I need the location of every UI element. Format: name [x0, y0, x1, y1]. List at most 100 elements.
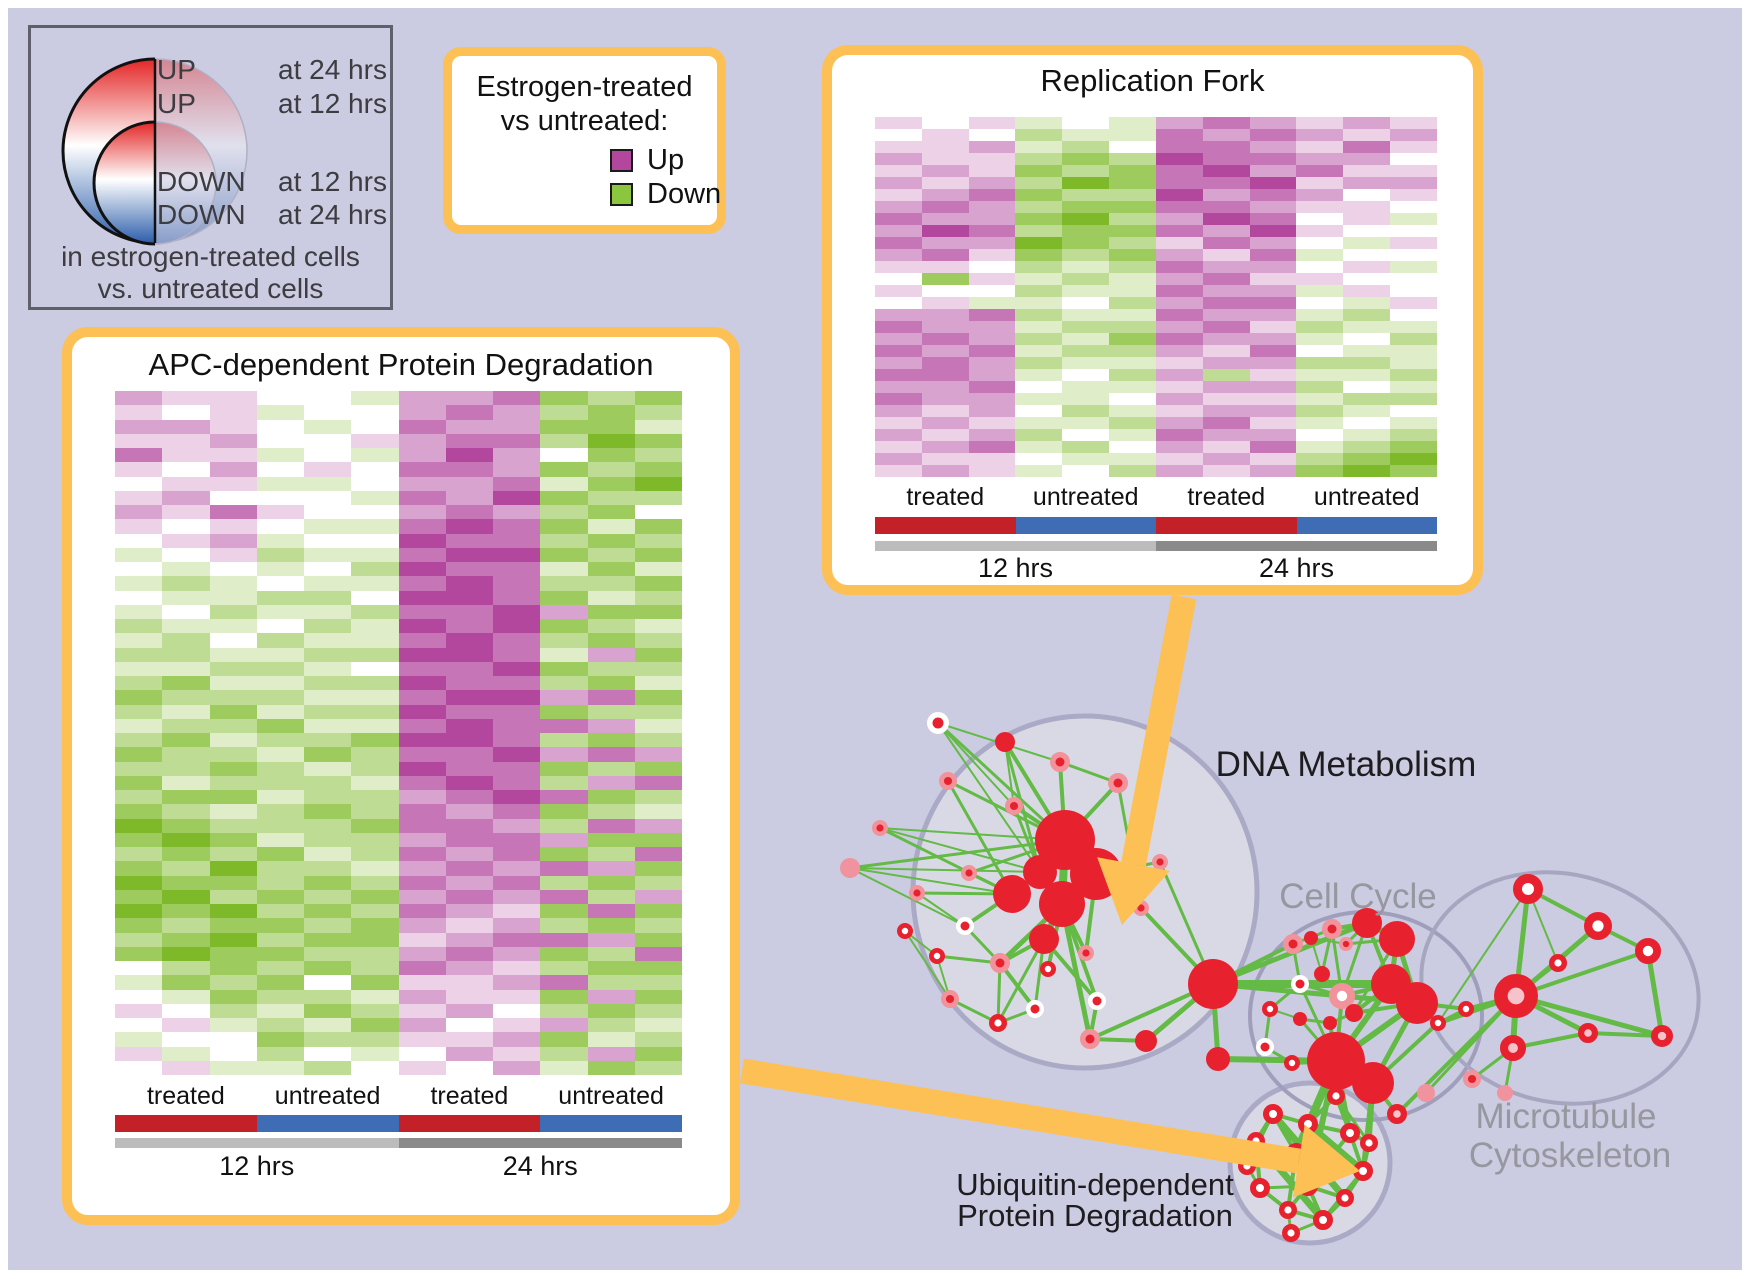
heatmap-cell: [1062, 273, 1110, 285]
heatmap-cell: [1155, 357, 1203, 369]
heatmap-cell: [1249, 165, 1297, 177]
heatmap-cell: [445, 505, 493, 520]
heatmap-cell: [398, 704, 446, 719]
heatmap-cell: [256, 747, 304, 762]
heatmap-cell: [587, 832, 635, 847]
heatmap-cell: [1202, 213, 1250, 225]
heatmap-cell: [587, 1032, 635, 1047]
heatmap-cell: [209, 391, 257, 406]
apc-heatmap: [115, 391, 682, 1075]
heatmap-cell: [1296, 381, 1344, 393]
heatmap-cell: [493, 633, 541, 648]
heatmap-cell: [256, 690, 304, 705]
heatmap-cell: [540, 1060, 588, 1075]
heatmap-cell: [1155, 333, 1203, 345]
heatmap-cell: [540, 433, 588, 448]
heatmap-cell: [634, 604, 682, 619]
heatmap-cell: [445, 1060, 493, 1075]
heatmap-cell: [634, 975, 682, 990]
heatmap-cell: [1109, 465, 1156, 477]
heatmap-cell: [1109, 345, 1156, 357]
heatmap-cell: [968, 441, 1016, 453]
heatmap-cell: [540, 462, 588, 477]
heatmap-cell: [1062, 465, 1110, 477]
heatmap-cell: [1109, 261, 1156, 273]
heatmap-cell: [1062, 357, 1110, 369]
heatmap-cell: [351, 1032, 399, 1047]
heatmap-cell: [634, 448, 682, 463]
heatmap-cell: [445, 547, 493, 562]
heatmap-cell: [1390, 333, 1437, 345]
heatmap-cell: [1202, 225, 1250, 237]
heatmap-cell: [398, 533, 446, 548]
heatmap-cell: [1015, 285, 1063, 297]
heatmap-cell: [115, 547, 163, 562]
heatmap-cell: [162, 875, 210, 890]
heatmap-cell: [1249, 357, 1297, 369]
heatmap-cell: [256, 775, 304, 790]
heatmap-cell: [1296, 153, 1344, 165]
apc-title: APC-dependent Protein Degradation: [148, 347, 654, 382]
heatmap-cell: [209, 476, 257, 491]
heatmap-cell: [162, 619, 210, 634]
heatmap-cell: [209, 747, 257, 762]
heatmap-cell: [209, 604, 257, 619]
heatmap-cell: [304, 590, 352, 605]
heatmap-cell: [1062, 429, 1110, 441]
heatmap-cell: [1109, 357, 1156, 369]
heatmap-cell: [921, 225, 969, 237]
heatmap-cell: [398, 775, 446, 790]
heatmap-cell: [1155, 225, 1203, 237]
heatmap-cell: [1390, 249, 1437, 261]
heatmap-cell: [209, 946, 257, 961]
heatmap-cell: [1155, 213, 1203, 225]
heatmap-cell: [875, 381, 922, 393]
heatmap-cell: [1343, 405, 1391, 417]
heatmap-cell: [587, 932, 635, 947]
heatmap-cell: [162, 476, 210, 491]
heatmap-cell: [256, 875, 304, 890]
heatmap-cell: [587, 533, 635, 548]
heatmap-cell: [445, 576, 493, 591]
heatmap-cell: [1015, 225, 1063, 237]
heatmap-cell: [1155, 153, 1203, 165]
heatmap-cell: [351, 533, 399, 548]
heatmap-cell: [304, 932, 352, 947]
heatmap-cell: [115, 1018, 163, 1033]
heatmap-cell: [968, 261, 1016, 273]
heatmap-cell: [875, 237, 922, 249]
heatmap-cell: [115, 961, 163, 976]
heatmap-cell: [162, 419, 210, 434]
heatmap-cell: [493, 790, 541, 805]
heatmap-cell: [1390, 393, 1437, 405]
heatmap-cell: [1296, 189, 1344, 201]
heatmap-cell: [115, 975, 163, 990]
heatmap-cell: [115, 476, 163, 491]
heatmap-cell: [1390, 405, 1437, 417]
apc-condition-bars: [115, 1115, 682, 1132]
heatmap-cell: [351, 547, 399, 562]
heatmap-cell: [540, 633, 588, 648]
heatmap-cell: [540, 733, 588, 748]
heatmap-cell: [209, 832, 257, 847]
group-label-untreated-12: untreated: [274, 1082, 381, 1110]
heatmap-cell: [351, 661, 399, 676]
heatmap-cell: [540, 889, 588, 904]
heatmap-cell: [493, 818, 541, 833]
heatmap-cell: [540, 804, 588, 819]
heatmap-cell: [634, 747, 682, 762]
heatmap-cell: [493, 889, 541, 904]
heatmap-cell: [162, 961, 210, 976]
heatmap-cell: [1343, 249, 1391, 261]
heatmap-cell: [1249, 429, 1297, 441]
heatmap-cell: [587, 505, 635, 520]
heatmap-cell: [921, 297, 969, 309]
replication-fork-time-bars: [875, 541, 1437, 551]
heatmap-cell: [351, 562, 399, 577]
heatmap-cell: [540, 476, 588, 491]
heatmap-cell: [162, 562, 210, 577]
heatmap-cell: [209, 619, 257, 634]
heatmap-cell: [634, 861, 682, 876]
heatmap-cell: [398, 590, 446, 605]
heatmap-cell: [351, 804, 399, 819]
